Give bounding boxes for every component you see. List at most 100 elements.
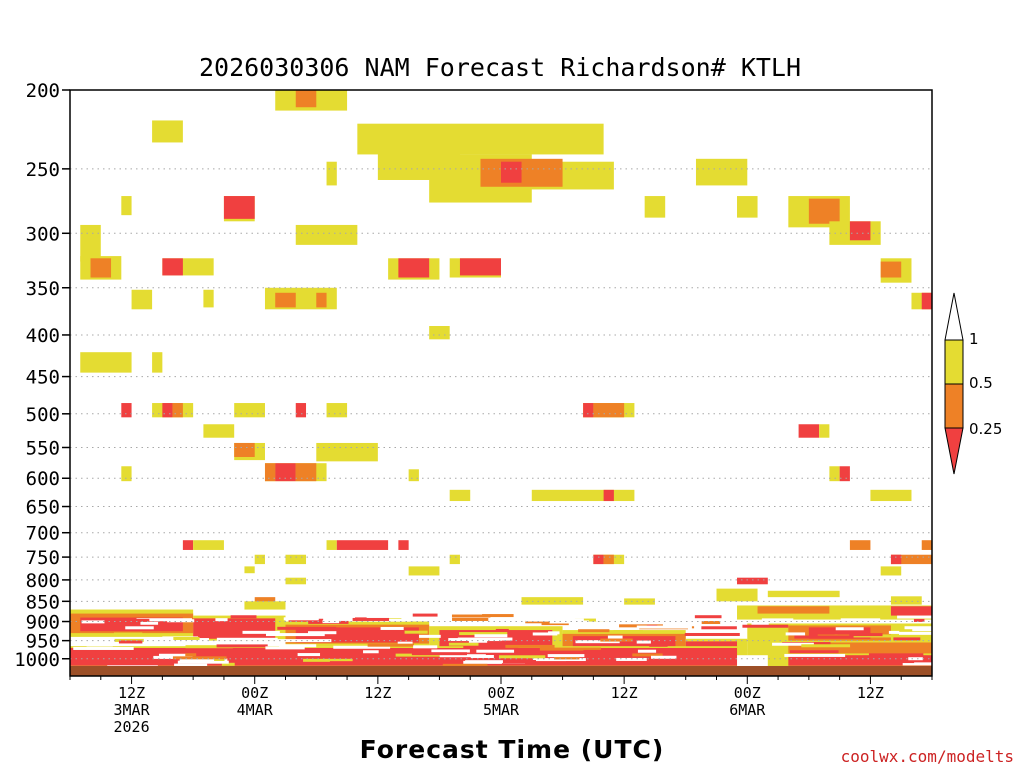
ri-patch-50 <box>593 403 625 418</box>
ri-patch-19 <box>849 221 871 241</box>
ri-patch-75 <box>849 540 871 550</box>
ri-patch-14 <box>644 196 666 218</box>
ri-patch-52 <box>203 424 235 438</box>
bl-streak-40 <box>525 620 558 624</box>
ri-patch-93 <box>244 601 286 610</box>
bl-streak-49 <box>637 649 657 653</box>
legend-label-0: 1 <box>969 330 979 348</box>
x-tick-label-78-0: 12Z <box>857 684 884 702</box>
bl-streak-74 <box>457 637 513 641</box>
bl-streak-132 <box>474 634 508 638</box>
ri-patch-10 <box>695 158 748 186</box>
bl-streak-35 <box>459 632 508 636</box>
bl-streak-85 <box>801 644 851 648</box>
ri-patch-20 <box>295 224 358 245</box>
bl-streak-137 <box>352 617 390 621</box>
bl-streak-146 <box>912 628 932 632</box>
ri-patch-59 <box>264 463 276 482</box>
bl-streak-4 <box>649 643 668 647</box>
bl-streak-145 <box>913 618 925 622</box>
bl-streak-121 <box>677 620 689 624</box>
bl-streak-6 <box>174 663 208 667</box>
ri-patch-54 <box>819 424 830 438</box>
y-tick-label-550: 550 <box>26 437 60 459</box>
bl-streak-111 <box>73 646 134 650</box>
y-tick-label-200: 200 <box>26 80 60 102</box>
credit-text: coolwx.com/modelts <box>841 747 1014 766</box>
ri-patch-64 <box>829 466 840 482</box>
ri-patch-53 <box>798 424 820 438</box>
x-tick-label-54-0: 12Z <box>611 684 638 702</box>
bl-streak-9 <box>541 622 569 626</box>
bl-streak-34 <box>482 614 514 618</box>
x-tick-label-66-0: 00Z <box>734 684 761 702</box>
bl-streak-66 <box>308 631 337 635</box>
bl-streak-31 <box>125 626 154 630</box>
bl-streak-19 <box>868 653 924 657</box>
bl-streak-24 <box>463 645 519 649</box>
bl-streak-123 <box>904 626 932 630</box>
ri-patch-1 <box>295 90 317 108</box>
ri-patch-78 <box>285 554 307 565</box>
bl-streak-92 <box>140 621 159 625</box>
bl-streak-30 <box>495 628 509 632</box>
bl-streak-23 <box>574 618 608 622</box>
x-tick-label-6-2: 2026 <box>114 718 150 736</box>
bl-streak-65 <box>185 645 233 649</box>
bl-streak-50 <box>242 630 280 634</box>
ri-patch-73 <box>336 540 389 550</box>
ri-patch-74 <box>398 540 409 550</box>
bl-streak-97 <box>600 638 633 642</box>
bl-streak-78 <box>468 639 488 643</box>
bl-streak-126 <box>888 630 900 634</box>
y-tick-label-800: 800 <box>26 570 60 592</box>
ri-patch-29 <box>459 258 501 276</box>
ri-patch-60 <box>275 463 296 482</box>
ri-patch-65 <box>839 466 850 482</box>
bl-streak-102 <box>694 615 722 619</box>
ri-patch-96 <box>890 596 922 605</box>
y-tick-label-600: 600 <box>26 468 60 490</box>
ri-patch-86 <box>408 566 440 576</box>
bl-streak-122 <box>505 644 555 648</box>
bl-streak-84 <box>214 657 225 661</box>
legend-box-yellow <box>944 339 964 385</box>
bl-streak-87 <box>613 629 643 633</box>
bl-streak-25 <box>177 660 229 664</box>
bl-streak-117 <box>265 646 305 650</box>
bl-streak-148 <box>153 655 175 659</box>
bl-streak-138 <box>794 635 854 639</box>
ri-patch-8 <box>501 161 522 183</box>
bl-streak-139 <box>615 661 634 665</box>
y-tick-label-400: 400 <box>26 325 60 347</box>
x-axis-label: Forecast Time (UTC) <box>360 735 665 764</box>
bl-streak-81 <box>70 638 106 642</box>
bl-streak-29 <box>532 658 586 662</box>
bl-streak-93 <box>167 619 195 623</box>
bl-streak-38 <box>230 615 257 619</box>
gridlines <box>70 168 932 660</box>
ri-patch-67 <box>531 489 635 502</box>
ri-patch-117 <box>808 627 871 639</box>
bl-streak-155 <box>322 620 340 624</box>
bl-streak-12 <box>589 653 621 657</box>
ri-patch-48 <box>326 403 348 418</box>
legend-box-orange <box>944 383 964 429</box>
ri-patch-61 <box>295 463 317 482</box>
ri-patch-76 <box>921 540 932 550</box>
y-tick-label-700: 700 <box>26 523 60 545</box>
boundary-layer-texture <box>70 613 932 669</box>
ri-patch-69 <box>870 489 912 502</box>
bl-streak-61 <box>532 632 558 636</box>
bl-streak-43 <box>498 655 546 659</box>
bl-streak-129 <box>553 656 580 660</box>
ri-patch-56 <box>234 442 255 457</box>
ri-patch-122 <box>788 655 932 666</box>
ri-patch-15 <box>737 196 758 218</box>
bl-streak-46 <box>632 653 663 657</box>
ri-patch-41 <box>152 352 163 373</box>
bl-streak-0 <box>492 620 532 624</box>
bl-streak-153 <box>173 636 200 640</box>
bl-streak-156 <box>413 645 438 649</box>
bl-streak-135 <box>363 650 379 654</box>
